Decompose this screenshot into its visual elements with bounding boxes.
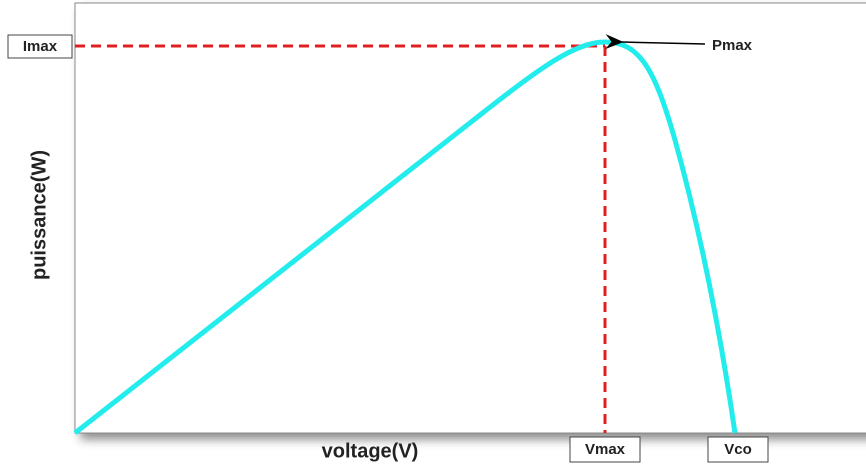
imax-box (7, 34, 73, 59)
imax-label: Imax (23, 38, 58, 55)
vmax-box (569, 436, 641, 463)
plot-area (74, 2, 866, 434)
pmax-label: Pmax (712, 37, 753, 54)
vmax-label: Vmax (585, 441, 626, 458)
pv-curve (73, 39, 738, 435)
vco-label: Vco (724, 441, 752, 458)
vco-box (707, 436, 769, 463)
y-axis-label: puissance(W) (28, 150, 50, 280)
pmax-arrow (605, 34, 706, 50)
x-axis-label: voltage(V) (322, 440, 419, 462)
